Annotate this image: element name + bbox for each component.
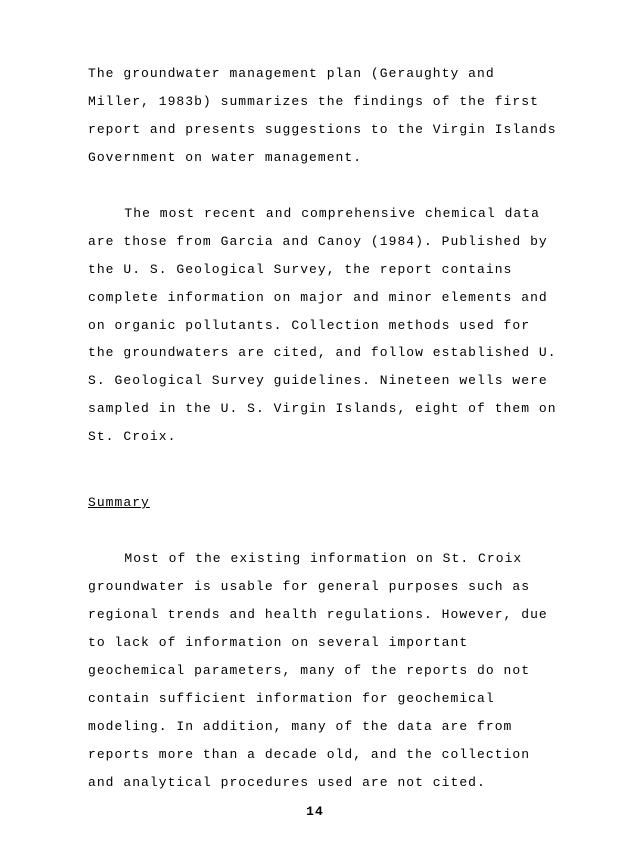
paragraph-intro: The groundwater management plan (Geraugh… — [88, 60, 562, 172]
page-number: 14 — [306, 798, 324, 826]
paragraph-summary: Most of the existing information on St. … — [88, 545, 562, 796]
summary-heading: Summary — [88, 489, 562, 517]
paragraph-chemical-data: The most recent and comprehensive chemic… — [88, 200, 562, 451]
